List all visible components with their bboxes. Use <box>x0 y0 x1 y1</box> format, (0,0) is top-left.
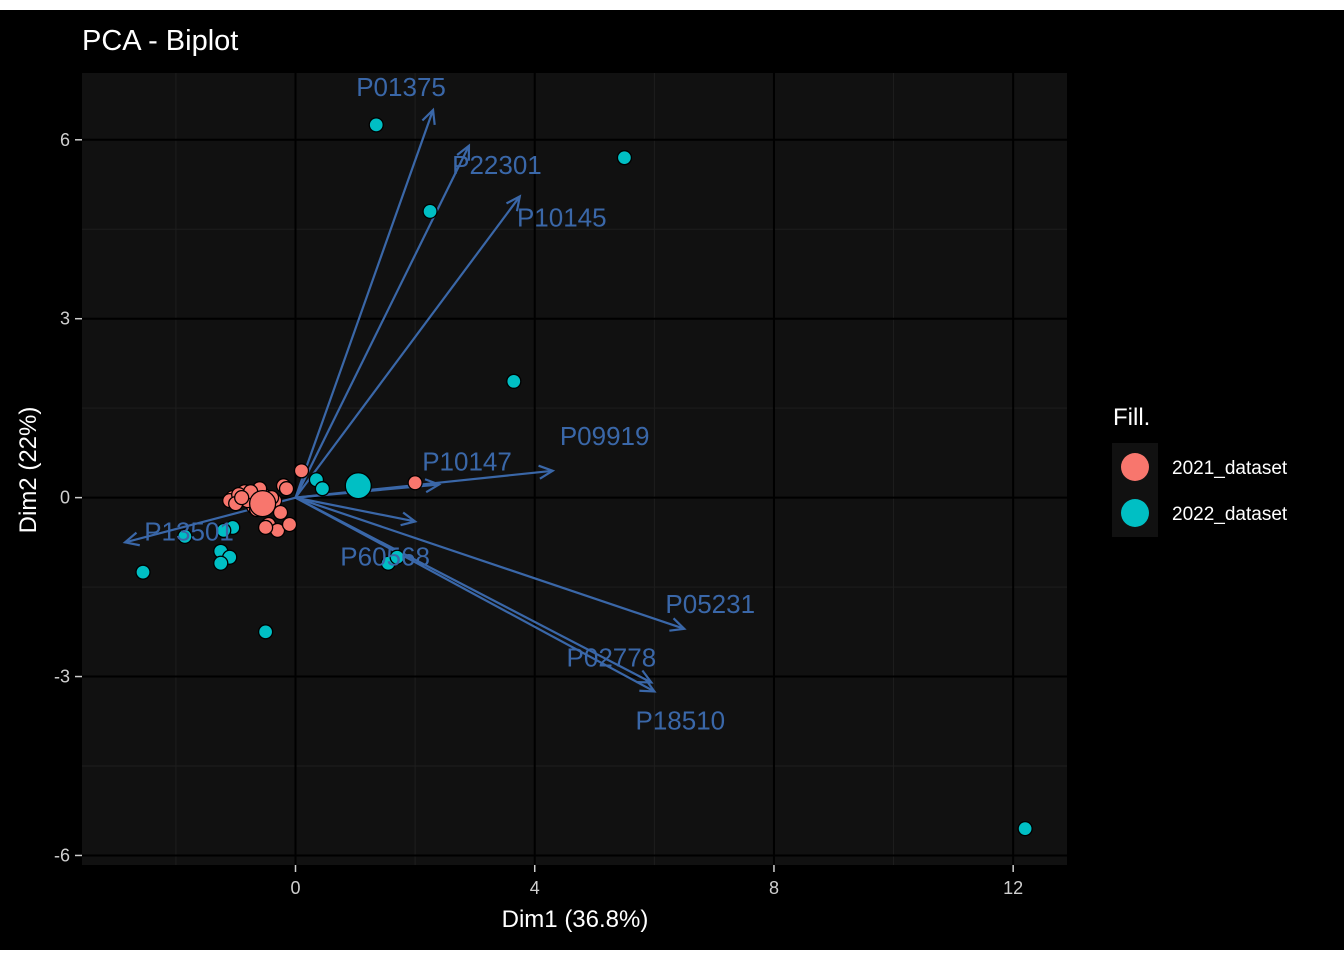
point-2022_dataset <box>177 528 193 545</box>
legend: Fill. 2021_dataset 2022_dataset <box>1112 404 1288 537</box>
arrow-P05231 <box>295 496 685 630</box>
legend-title: Fill. <box>1113 404 1150 431</box>
centroid-2021_dataset <box>248 489 277 518</box>
label-P18510: P18510 <box>636 705 726 735</box>
arrowhead-P13501 <box>122 531 140 547</box>
point-2021_dataset <box>234 489 250 506</box>
arrowhead-P60568 <box>400 511 418 527</box>
point-2021_dataset <box>407 475 423 491</box>
variable-labels: P01375 P22301 P10145 P10147 P09919 P13501 P605… <box>144 72 755 735</box>
point-2022_dataset <box>135 564 151 580</box>
arrow-P10145 <box>294 195 521 499</box>
chart-title: PCA - Biplot <box>82 25 238 57</box>
x-tick-label: 0 <box>290 878 300 898</box>
label-P10145: P10145 <box>517 202 607 232</box>
label-P13501: P13501 <box>144 516 234 546</box>
point-2022_dataset <box>213 555 229 571</box>
point-2022_dataset <box>506 373 522 389</box>
arrow-P01375 <box>294 109 435 498</box>
label-P22301: P22301 <box>452 150 542 180</box>
x-tick-label: 8 <box>769 878 779 898</box>
point-2022_dataset <box>257 624 274 640</box>
x-tick-label: 4 <box>530 878 540 898</box>
y-tick-label: 3 <box>60 309 70 329</box>
arrowhead-P09919 <box>538 464 556 480</box>
arrowhead-P18510 <box>639 678 657 693</box>
label-P60568: P60568 <box>340 541 430 571</box>
arrowhead-P02778 <box>636 669 654 684</box>
axis-ticks: 0 4 8 12 -6 -3 0 3 6 <box>54 130 1023 898</box>
label-P09919: P09919 <box>560 421 650 451</box>
label-P10147: P10147 <box>422 447 512 477</box>
y-tick-label: 0 <box>60 488 70 508</box>
centroid-2022_dataset <box>344 472 372 500</box>
legend-label-2022: 2022_dataset <box>1172 504 1288 525</box>
data-points <box>135 117 1033 837</box>
arrow-P09919 <box>295 469 553 499</box>
legend-swatch-2022 <box>1121 499 1149 527</box>
grid-lines <box>82 73 1067 865</box>
point-2021_dataset <box>293 463 310 479</box>
y-tick-label: -6 <box>54 845 70 865</box>
variable-arrows <box>122 107 687 693</box>
x-tick-label: 12 <box>1003 878 1023 898</box>
legend-label-2021: 2021_dataset <box>1172 458 1288 479</box>
arrowhead-P10145 <box>505 194 522 212</box>
arrow-P60568 <box>295 496 416 523</box>
x-axis-title: Dim1 (36.8%) <box>502 906 649 933</box>
point-2022_dataset <box>216 522 232 539</box>
point-2022_dataset <box>616 150 633 166</box>
arrowhead-P10147 <box>424 478 442 494</box>
point-2022_dataset <box>314 481 331 497</box>
point-2021_dataset <box>272 504 289 521</box>
label-P02778: P02778 <box>567 643 657 673</box>
arrowhead-P05231 <box>669 617 687 632</box>
label-P05231: P05231 <box>665 589 755 619</box>
plot-panel <box>82 73 1067 865</box>
y-tick-label: -3 <box>54 667 70 687</box>
arrowhead-P22301 <box>456 143 471 161</box>
arrow-P18510 <box>294 496 655 693</box>
legend-swatch-2021 <box>1121 453 1149 481</box>
arrowhead-P01375 <box>421 107 436 126</box>
arrow-P22301 <box>294 145 470 499</box>
point-2021_dataset <box>281 516 298 533</box>
point-2021_dataset <box>278 481 295 497</box>
point-2022_dataset <box>389 549 405 565</box>
y-tick-label: 6 <box>60 130 70 150</box>
y-axis-title: Dim2 (22%) <box>15 407 42 534</box>
point-2021_dataset <box>257 519 274 536</box>
point-2022_dataset <box>422 203 438 220</box>
point-2022_dataset <box>368 117 384 133</box>
label-P01375: P01375 <box>356 72 446 102</box>
point-2022_dataset <box>1017 820 1033 837</box>
